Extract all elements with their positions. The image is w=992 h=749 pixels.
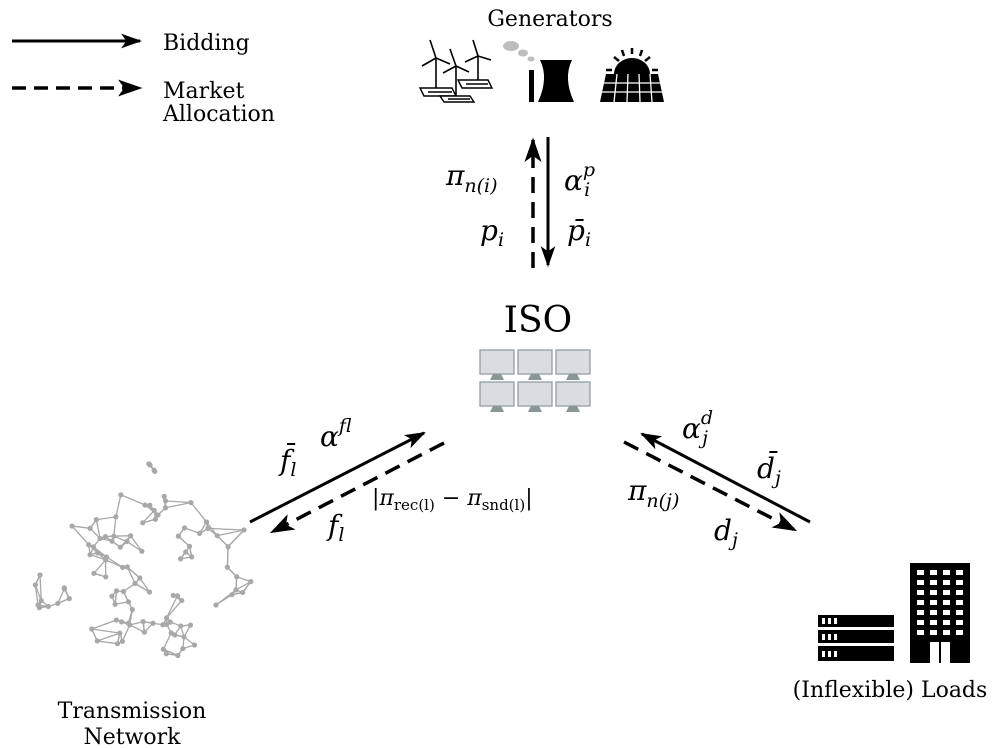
gen-dispatch-label: pi xyxy=(480,214,504,251)
server-rack-icon xyxy=(818,615,894,661)
iso-title: ISO xyxy=(504,300,572,341)
load-price-label: πn(j) xyxy=(627,474,679,512)
monitor-icon xyxy=(479,349,515,375)
gen-capacity-label: p̄i xyxy=(567,214,591,251)
gen-alpha-label: αp i xyxy=(564,159,595,201)
legend-bidding-label: Bidding xyxy=(163,31,250,56)
load-capacity-label: d̄j xyxy=(757,450,781,489)
monitor-icon xyxy=(517,349,553,375)
gen-price-label: πn(i) xyxy=(445,159,498,197)
wind-turbine-icon xyxy=(421,39,492,96)
generators-title: Generators xyxy=(487,7,612,32)
network-graph-icon xyxy=(32,461,254,659)
legend-market-label-1: Market xyxy=(163,79,245,104)
load-alpha-label: αd j xyxy=(682,407,713,449)
power-plant-icon xyxy=(503,41,574,102)
legend: Bidding Market Allocation xyxy=(12,31,275,127)
line-flow-label: fl xyxy=(326,509,344,546)
loads-title: (Inflexible) Loads xyxy=(793,678,988,703)
wind-solar-farm-icon xyxy=(418,39,494,103)
network-title-2: Network xyxy=(83,725,181,749)
load-bidding-arrow xyxy=(640,432,811,524)
monitor-icon xyxy=(517,381,553,407)
solar-panel-icon xyxy=(418,79,494,103)
office-building-icon xyxy=(910,563,970,663)
line-bidding-arrow xyxy=(249,431,426,524)
line-alpha-label: αfl xyxy=(320,415,352,453)
line-market-arrow xyxy=(269,441,445,534)
load-demand-label: dj xyxy=(714,514,738,551)
legend-market-label-2: Allocation xyxy=(162,102,275,127)
control-room-monitors-icon xyxy=(479,349,591,412)
monitor-icon xyxy=(479,381,515,407)
network-title-1: Transmission xyxy=(58,699,207,724)
line-congestion-label: |πrec(l) − πsnd(l)| xyxy=(372,486,533,514)
monitor-icon xyxy=(555,349,591,375)
line-capacity-label: f̄l xyxy=(278,442,296,481)
load-market-arrow xyxy=(623,440,798,532)
monitor-icon xyxy=(555,381,591,407)
solar-sun-panel-icon xyxy=(600,48,664,103)
